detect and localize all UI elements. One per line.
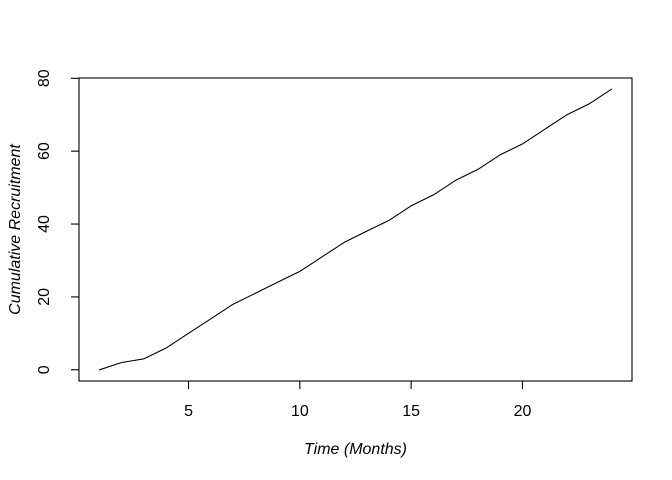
y-tick-label: 20 xyxy=(36,288,53,306)
y-axis: 0 20 40 60 80 xyxy=(36,69,79,374)
x-tick-label: 20 xyxy=(514,403,532,420)
recruitment-line xyxy=(98,88,613,371)
y-axis-label: Cumulative Recruitment xyxy=(7,144,24,315)
y-tick-label: 60 xyxy=(36,142,53,160)
x-tick-label: 10 xyxy=(291,403,309,420)
plot-box xyxy=(78,77,633,382)
y-tick-label: 40 xyxy=(36,215,53,233)
x-axis-label: Time (Months) xyxy=(304,441,407,458)
x-tick-label: 15 xyxy=(402,403,420,420)
y-tick-label: 0 xyxy=(36,365,53,374)
y-tick-label: 80 xyxy=(36,69,53,87)
x-tick-label: 5 xyxy=(184,403,193,420)
x-axis: 5 10 15 20 xyxy=(184,381,531,420)
